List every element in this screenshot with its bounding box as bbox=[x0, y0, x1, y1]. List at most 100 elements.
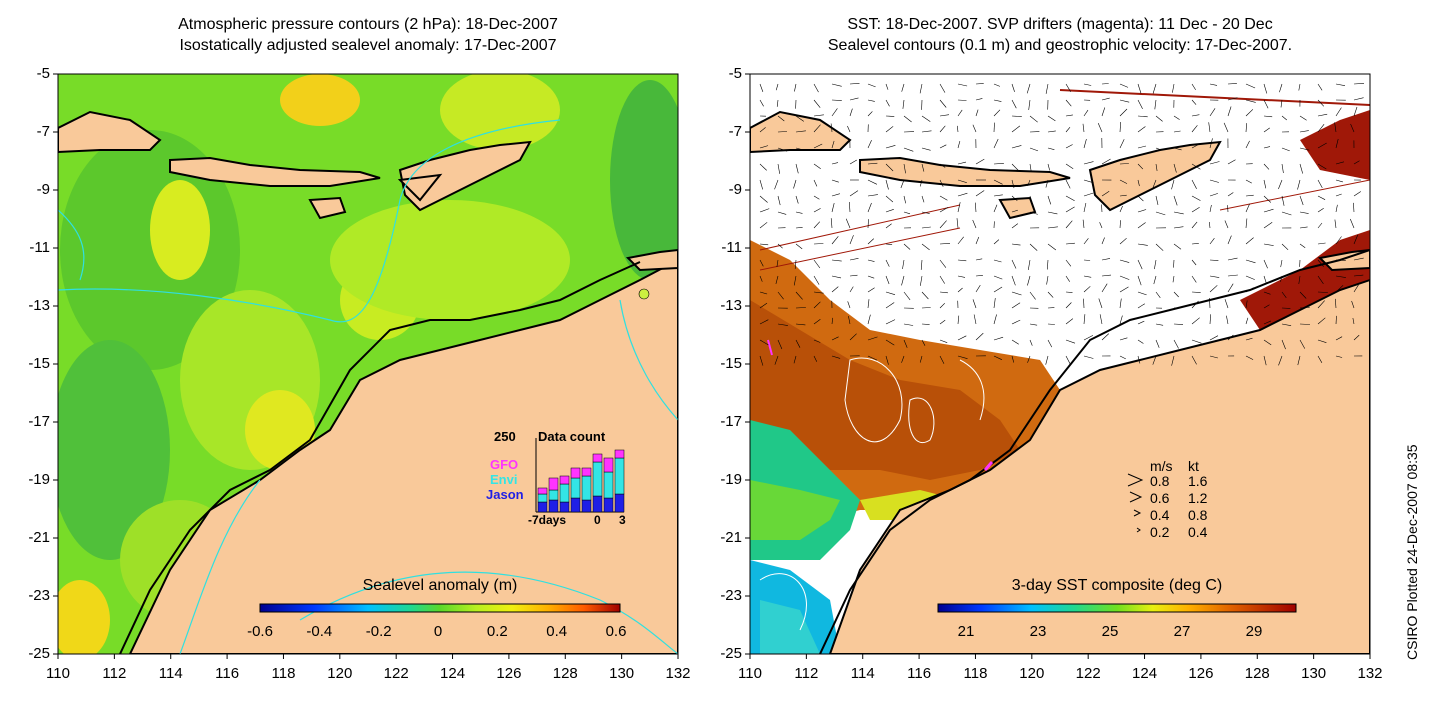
velocity-arrow bbox=[1351, 300, 1355, 309]
velocity-arrow bbox=[1335, 236, 1342, 245]
x-axis-tick-label: 112 bbox=[794, 665, 819, 682]
velocity-arrow bbox=[1137, 179, 1140, 187]
velocity-arrow bbox=[1227, 235, 1232, 245]
velocity-arrow bbox=[848, 315, 851, 325]
velocity-arrow bbox=[1065, 163, 1074, 169]
velocity-arrow bbox=[920, 259, 923, 270]
velocity-arrow bbox=[1317, 208, 1324, 213]
velocity-arrow bbox=[1317, 142, 1327, 149]
velocity-arrow bbox=[993, 138, 999, 149]
velocity-arrow bbox=[777, 323, 788, 326]
velocity-arrow bbox=[1119, 99, 1130, 103]
x-axis-tick-label: 122 bbox=[383, 665, 409, 682]
velocity-arrow bbox=[1335, 107, 1342, 117]
velocity-arrow bbox=[1245, 123, 1247, 133]
velocity-arrow bbox=[1137, 320, 1145, 325]
velocity-arrow bbox=[795, 243, 803, 250]
velocity-legend-kt: 0.8 bbox=[1188, 507, 1208, 523]
velocity-arrow bbox=[1082, 219, 1085, 229]
velocity-arrow bbox=[1335, 336, 1343, 341]
velocity-arrow bbox=[1227, 83, 1237, 85]
velocity-arrow bbox=[1263, 195, 1272, 203]
velocity-arrow bbox=[1155, 195, 1159, 205]
velocity-arrow bbox=[1317, 113, 1328, 117]
velocity-arrow bbox=[1045, 83, 1049, 94]
velocity-arrow bbox=[1155, 339, 1160, 348]
data-count-bar bbox=[614, 449, 625, 459]
velocity-arrow bbox=[1317, 259, 1324, 267]
velocity-arrow bbox=[1353, 83, 1365, 85]
velocity-arrow bbox=[1137, 303, 1145, 309]
velocity-arrow bbox=[1101, 333, 1110, 341]
velocity-arrow bbox=[1299, 147, 1310, 151]
velocity-arrow bbox=[885, 243, 893, 245]
velocity-arrow bbox=[759, 195, 768, 203]
velocity-arrow bbox=[1278, 179, 1283, 190]
velocity-arrow bbox=[1155, 323, 1164, 326]
velocity-arrow bbox=[921, 115, 931, 122]
velocity-arrow bbox=[1011, 179, 1015, 189]
velocity-arrow bbox=[1317, 291, 1328, 293]
velocity-arrow bbox=[1317, 163, 1327, 170]
velocity-arrow bbox=[867, 299, 870, 309]
velocity-arrow bbox=[903, 163, 906, 174]
velocity-arrow bbox=[1137, 209, 1147, 213]
velocity-arrow bbox=[849, 159, 857, 165]
sst-colorbar-tick-label: 25 bbox=[1101, 623, 1119, 640]
velocity-arrow bbox=[794, 259, 797, 269]
velocity-arrow bbox=[885, 209, 894, 213]
velocity-arrow bbox=[795, 115, 804, 122]
velocity-arrow bbox=[1101, 190, 1110, 197]
left-map-title: Atmospheric pressure contours (2 hPa): 1… bbox=[60, 14, 676, 56]
velocity-arrow bbox=[1335, 204, 1338, 213]
x-axis-tick-label: 132 bbox=[1357, 665, 1383, 682]
velocity-arrow bbox=[777, 339, 783, 350]
velocity-arrow bbox=[1298, 83, 1301, 91]
velocity-arrow bbox=[1317, 300, 1325, 309]
velocity-arrow bbox=[1191, 259, 1197, 266]
velocity-arrow bbox=[993, 286, 1003, 293]
velocity-arrow bbox=[1297, 355, 1301, 366]
x-axis-tick-label: 124 bbox=[1132, 665, 1158, 682]
velocity-arrow bbox=[885, 126, 894, 133]
velocity-arrow bbox=[775, 275, 779, 284]
velocity-arrow bbox=[885, 145, 896, 149]
y-axis-tick-label: -19 bbox=[720, 471, 742, 488]
velocity-arrow bbox=[1171, 355, 1175, 366]
velocity-arrow bbox=[1263, 179, 1267, 189]
velocity-arrow bbox=[1154, 99, 1157, 110]
velocity-arrow bbox=[903, 195, 906, 204]
velocity-arrow bbox=[1029, 291, 1036, 300]
velocity-arrow bbox=[867, 238, 875, 245]
velocity-arrow bbox=[993, 194, 1003, 197]
velocity-arrow bbox=[1101, 158, 1111, 165]
velocity-arrow bbox=[867, 259, 875, 262]
velocity-arrow bbox=[957, 125, 959, 133]
x-axis-tick-label: 130 bbox=[609, 665, 635, 682]
data-count-title: Data count bbox=[538, 429, 606, 444]
velocity-arrow bbox=[776, 259, 779, 268]
data-count-bar bbox=[570, 467, 581, 479]
velocity-arrow bbox=[1137, 222, 1146, 229]
sla-colorbar-tick-label: 0.6 bbox=[605, 623, 627, 640]
velocity-arrow bbox=[1065, 355, 1071, 365]
velocity-arrow bbox=[867, 179, 878, 185]
velocity-arrow bbox=[830, 123, 833, 133]
velocity-arrow bbox=[1263, 115, 1273, 118]
velocity-arrow bbox=[1119, 139, 1125, 149]
velocity-arrow bbox=[831, 286, 839, 293]
velocity-arrow bbox=[831, 83, 842, 87]
velocity-arrow bbox=[957, 275, 966, 278]
velocity-arrow bbox=[1317, 275, 1324, 284]
velocity-arrow bbox=[847, 125, 851, 133]
velocity-arrow bbox=[1155, 243, 1164, 251]
velocity-arrow bbox=[1101, 97, 1110, 101]
velocity-arrow bbox=[919, 355, 923, 363]
velocity-arrow bbox=[1335, 83, 1346, 86]
velocity-arrow bbox=[1047, 195, 1052, 205]
velocity-arrow bbox=[1317, 124, 1325, 133]
velocity-arrow bbox=[1227, 334, 1234, 341]
velocity-arrow bbox=[867, 336, 878, 341]
velocity-arrow bbox=[993, 355, 1003, 360]
velocity-arrow bbox=[1065, 144, 1073, 149]
